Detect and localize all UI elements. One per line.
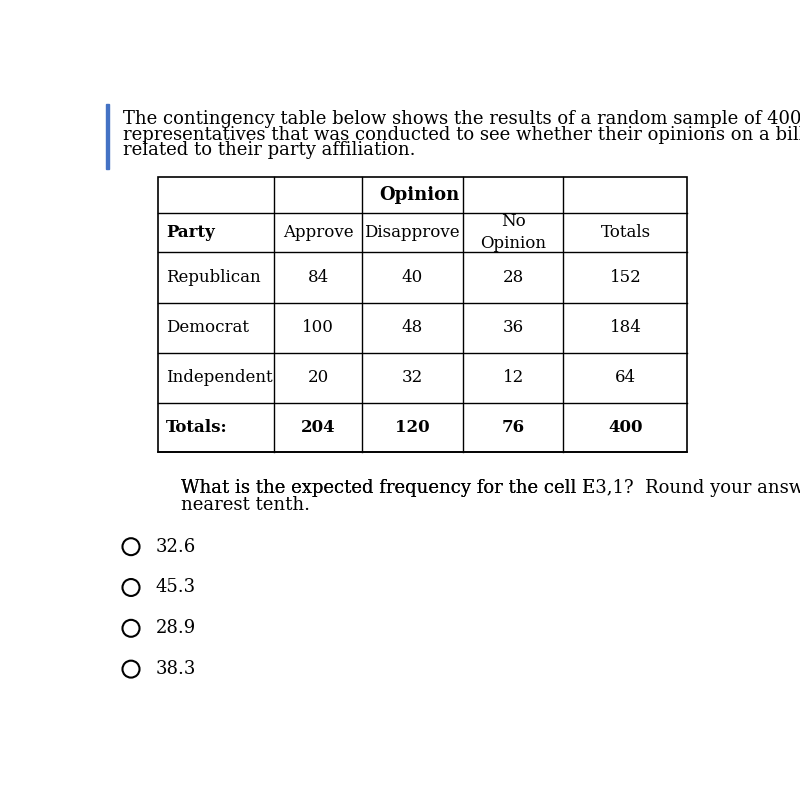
Text: The contingency table below shows the results of a random sample of 400 state: The contingency table below shows the re…: [123, 110, 800, 128]
Text: 38.3: 38.3: [156, 660, 196, 678]
Text: nearest tenth.: nearest tenth.: [182, 496, 310, 514]
Text: What is the expected frequency for the cell E3,1?  Round your answer to the: What is the expected frequency for the c…: [182, 479, 800, 497]
Text: 152: 152: [610, 269, 642, 286]
Text: Republican: Republican: [166, 269, 261, 286]
Text: representatives that was conducted to see whether their opinions on a bill are: representatives that was conducted to se…: [123, 125, 800, 144]
Text: 120: 120: [395, 419, 430, 435]
Text: What is the expected frequency for the cell E: What is the expected frequency for the c…: [182, 479, 596, 497]
Text: related to their party affiliation.: related to their party affiliation.: [123, 141, 416, 159]
Text: Approve: Approve: [283, 224, 354, 241]
Text: 64: 64: [615, 369, 636, 387]
Bar: [106, 104, 110, 169]
Text: 45.3: 45.3: [156, 578, 196, 597]
Text: Party: Party: [166, 224, 214, 241]
Text: 32: 32: [402, 369, 423, 387]
Text: 36: 36: [502, 319, 524, 336]
Text: Totals:: Totals:: [166, 419, 227, 435]
Text: Disapprove: Disapprove: [365, 224, 460, 241]
Bar: [158, 177, 687, 452]
Text: What is the expected frequency for the cell E3,1?  Round your answer to the: What is the expected frequency for the c…: [182, 479, 800, 497]
Text: 12: 12: [502, 369, 524, 387]
Text: Democrat: Democrat: [166, 319, 249, 336]
Text: 48: 48: [402, 319, 423, 336]
Text: No
Opinion: No Opinion: [480, 213, 546, 252]
Text: Totals: Totals: [600, 224, 650, 241]
Text: 84: 84: [307, 269, 329, 286]
Text: 100: 100: [302, 319, 334, 336]
Text: 400: 400: [608, 419, 642, 435]
Text: 28.9: 28.9: [156, 619, 196, 638]
Text: 28: 28: [502, 269, 524, 286]
Text: Independent: Independent: [166, 369, 273, 387]
Text: 204: 204: [301, 419, 335, 435]
Text: 76: 76: [502, 419, 525, 435]
Text: 32.6: 32.6: [156, 537, 196, 556]
Text: Opinion: Opinion: [378, 186, 459, 205]
Text: 20: 20: [307, 369, 329, 387]
Text: 184: 184: [610, 319, 642, 336]
Text: 40: 40: [402, 269, 423, 286]
